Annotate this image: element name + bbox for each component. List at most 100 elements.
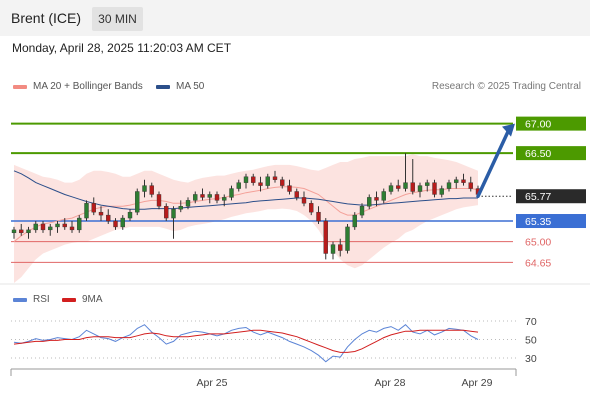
rsi-tick-label-2: 30 (525, 353, 537, 365)
bollinger-band-area (14, 154, 478, 283)
candle-body (55, 223, 60, 228)
x-tick-label-2: Apr 29 (462, 377, 493, 389)
instrument-title: Brent (ICE) (11, 10, 82, 26)
candle-body (316, 211, 321, 222)
candle-body (388, 185, 394, 192)
timestamp: Monday, April 28, 2025 11:20:03 AM CET (12, 41, 232, 55)
level-label-4: 65.00 (525, 237, 551, 249)
level-label-2: 65.77 (525, 191, 551, 203)
candle-body (338, 244, 343, 251)
legend-rsi: RSI (13, 294, 50, 305)
candle-body (309, 203, 314, 213)
legend-rsi-ma: 9MA (62, 294, 103, 305)
candle-body (251, 176, 256, 183)
level-label-box-1 (516, 146, 586, 161)
candle-body (258, 182, 263, 186)
ma20-swatch (13, 84, 27, 89)
level-label-box-2 (516, 189, 586, 204)
candle-body (106, 214, 111, 222)
level-label-box-3 (516, 214, 586, 229)
level-label-5: 64.65 (525, 257, 551, 269)
candle-body (425, 182, 430, 186)
rsi-tick-label-1: 50 (525, 335, 537, 347)
candle-body (403, 182, 408, 189)
candle-body (352, 214, 357, 228)
candle-body (33, 223, 38, 231)
ma20-line (13, 186, 479, 243)
candle-body (294, 191, 299, 198)
candle-body (381, 191, 386, 201)
candle-body (468, 182, 473, 189)
candle-body (185, 200, 191, 207)
candle-body (142, 185, 147, 192)
level-label-1: 66.50 (525, 148, 551, 160)
level-label-3: 65.35 (525, 216, 551, 228)
candle-body (287, 185, 292, 192)
candle-body (135, 191, 140, 213)
candle-body (280, 179, 285, 186)
candle-body (84, 203, 89, 219)
level-label-0: 67.00 (525, 119, 551, 131)
candle-body (98, 211, 104, 216)
candle-body (417, 185, 423, 192)
candle-body (200, 194, 205, 198)
candle-body (127, 211, 133, 219)
candle-body (359, 206, 365, 216)
timeframe-badge[interactable]: 30 MIN (92, 7, 143, 31)
projection-arrow-line (476, 129, 510, 198)
candle-body (345, 226, 350, 251)
level-label-box-0 (516, 116, 586, 131)
legend-ma50: MA 50 (156, 81, 204, 92)
rsi-swatch (13, 297, 27, 302)
candle-body (120, 217, 125, 228)
candle-body (454, 179, 459, 183)
credit-text: Research © 2025 Trading Central (431, 81, 581, 92)
ma50-line (13, 170, 478, 210)
candle-body (432, 182, 437, 195)
ma50-swatch (156, 84, 170, 89)
rsi-legend-label: RSI (33, 294, 50, 305)
candle-body (229, 188, 234, 198)
candle-body (113, 220, 118, 228)
candle-body (207, 194, 212, 198)
candle-body (26, 229, 31, 234)
candle-body (236, 182, 241, 189)
rsi-ma-legend-label: 9MA (82, 294, 103, 305)
candle-body (156, 194, 162, 207)
candle-body (461, 179, 466, 183)
candle-body (11, 229, 17, 234)
candle-body (149, 185, 154, 195)
candle-body (446, 182, 452, 189)
rsi-line (13, 324, 479, 363)
candle-body (222, 197, 227, 201)
x-tick-label-0: Apr 25 (197, 377, 228, 389)
legend-ma20: MA 20 + Bollinger Bands (13, 81, 143, 92)
candle-body (301, 197, 307, 204)
x-tick-label-1: Apr 28 (375, 377, 406, 389)
candle-body (193, 194, 198, 201)
candle-body (40, 223, 46, 231)
rsi-ma-swatch (62, 297, 76, 302)
candle-body (367, 197, 372, 207)
candle-body (374, 197, 379, 201)
candle-body (62, 223, 67, 228)
candle-body (214, 194, 220, 201)
candle-body (171, 209, 176, 219)
rsi-ma-line (13, 329, 479, 353)
candle-body (439, 188, 444, 195)
candle-body (48, 226, 53, 231)
candle-body (69, 226, 75, 231)
header-bar: Brent (ICE) 30 MIN (0, 0, 590, 36)
candle-body (272, 176, 278, 180)
candle-body (164, 206, 169, 219)
projection-arrow-head (502, 123, 515, 137)
ma20-legend-label: MA 20 + Bollinger Bands (33, 81, 143, 92)
candle-body (410, 182, 415, 192)
ma50-legend-label: MA 50 (176, 81, 205, 92)
candle-body (243, 176, 249, 183)
candle-body (396, 185, 401, 189)
candle-body (19, 229, 24, 234)
candle-body (91, 203, 96, 213)
